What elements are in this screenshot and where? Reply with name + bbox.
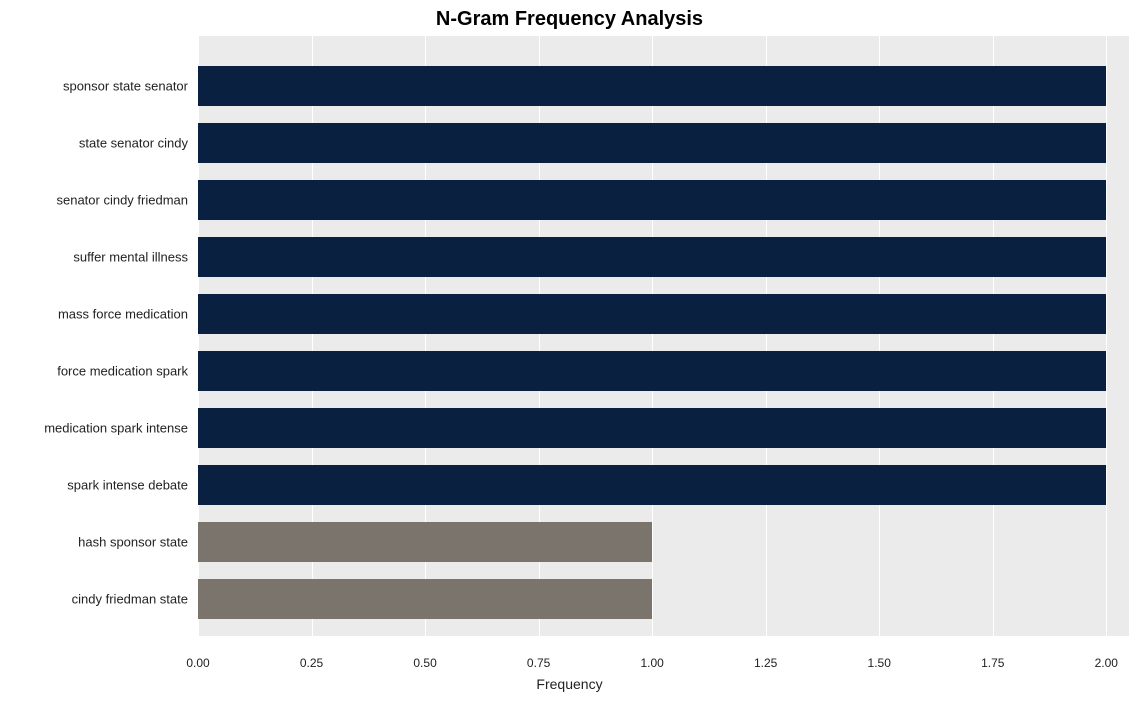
y-tick-label: spark intense debate [0, 478, 188, 493]
bar [198, 237, 1106, 277]
y-tick-label: suffer mental illness [0, 250, 188, 265]
x-tick-label: 1.00 [640, 656, 663, 670]
bar [198, 579, 652, 619]
bar [198, 351, 1106, 391]
x-tick-label: 0.00 [186, 656, 209, 670]
x-tick-label: 1.75 [981, 656, 1004, 670]
bar-row [198, 408, 1106, 448]
bar-row [198, 579, 652, 619]
ngram-chart: N-Gram Frequency Analysis sponsor state … [0, 0, 1139, 701]
bar-row [198, 522, 652, 562]
y-tick-label: state senator cindy [0, 136, 188, 151]
grid-line [1106, 36, 1107, 636]
x-tick-label: 2.00 [1095, 656, 1118, 670]
bar [198, 123, 1106, 163]
y-tick-label: force medication spark [0, 364, 188, 379]
bar-row [198, 66, 1106, 106]
x-axis-title: Frequency [0, 676, 1139, 692]
y-tick-label: mass force medication [0, 307, 188, 322]
chart-title: N-Gram Frequency Analysis [0, 8, 1139, 31]
x-tick-label: 1.25 [754, 656, 777, 670]
bar-row [198, 351, 1106, 391]
bar-row [198, 465, 1106, 505]
bar [198, 294, 1106, 334]
bar-row [198, 294, 1106, 334]
bar [198, 66, 1106, 106]
y-tick-label: senator cindy friedman [0, 193, 188, 208]
x-tick-label: 0.50 [413, 656, 436, 670]
bar-row [198, 237, 1106, 277]
bar-row [198, 180, 1106, 220]
x-tick-label: 0.25 [300, 656, 323, 670]
y-tick-label: sponsor state senator [0, 79, 188, 94]
bar [198, 522, 652, 562]
bar [198, 180, 1106, 220]
bar-row [198, 123, 1106, 163]
bar [198, 465, 1106, 505]
bar [198, 408, 1106, 448]
y-tick-label: cindy friedman state [0, 592, 188, 607]
x-tick-label: 1.50 [868, 656, 891, 670]
x-tick-label: 0.75 [527, 656, 550, 670]
y-tick-label: hash sponsor state [0, 535, 188, 550]
plot-area [198, 36, 1129, 636]
y-tick-label: medication spark intense [0, 421, 188, 436]
